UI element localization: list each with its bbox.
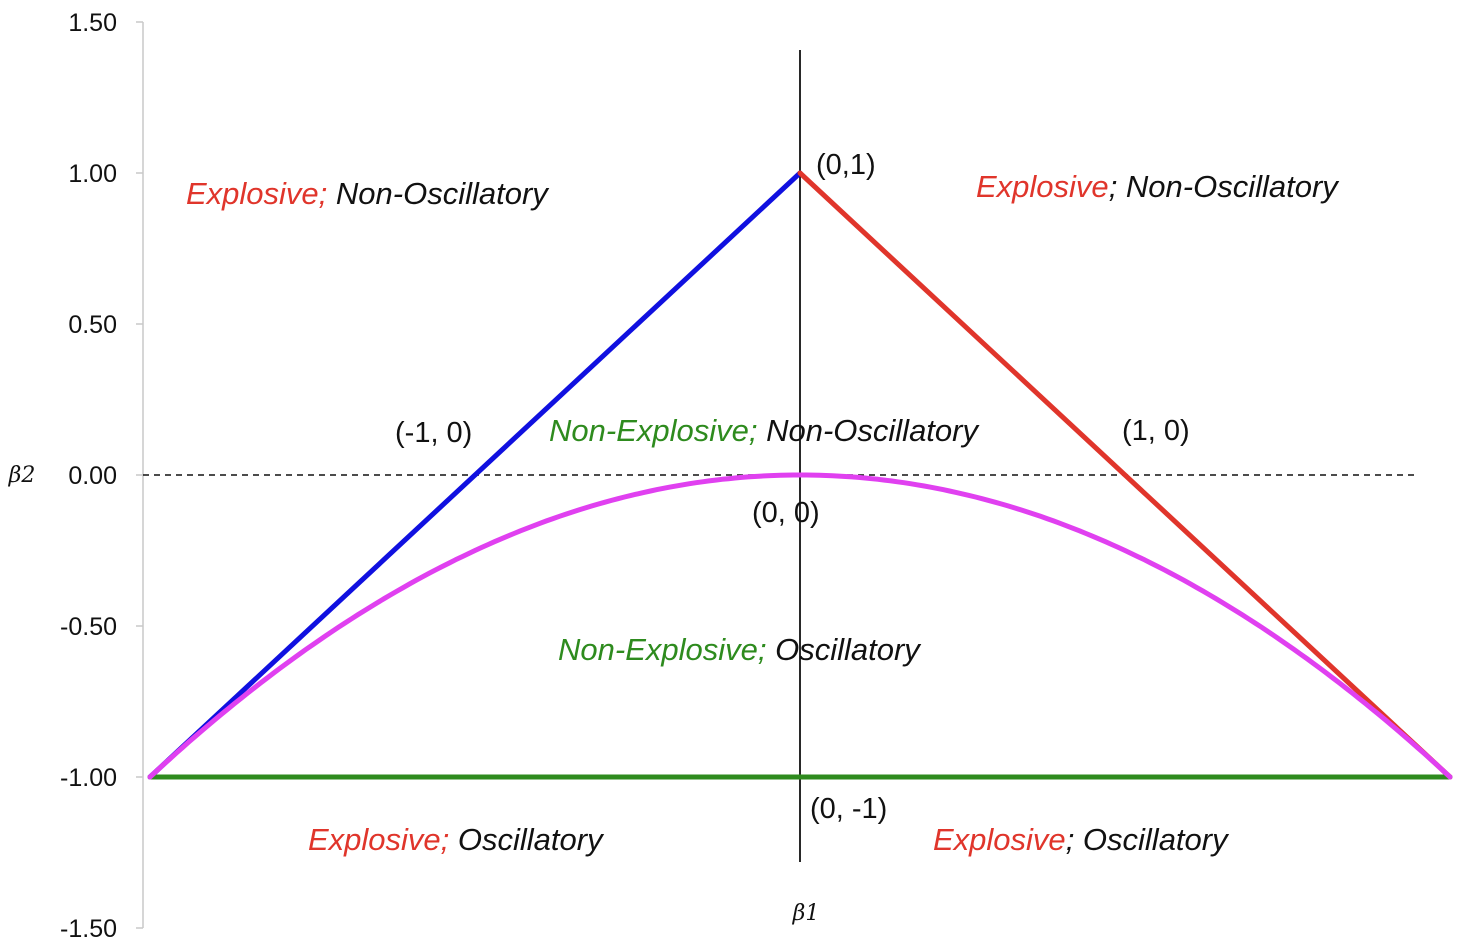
region-label-part1: Explosive — [933, 822, 1066, 857]
region-label: Non-Explosive; Non-Oscillatory — [549, 413, 980, 448]
region-label-part1: Explosive; — [308, 822, 449, 857]
region-label-part1: Explosive — [976, 169, 1109, 204]
region-label-part2: ; Oscillatory — [1066, 822, 1230, 857]
region-label: Non-Explosive; Oscillatory — [558, 632, 922, 667]
y-tick-label: -1.00 — [60, 764, 117, 792]
y-axis-title: β2 — [8, 463, 36, 488]
blue-line — [147, 170, 803, 780]
point-label: (0, 0) — [752, 497, 820, 529]
point-label: (0, -1) — [810, 793, 887, 825]
region-label-part1: Non-Explosive; — [558, 632, 766, 667]
region-label-part1: Non-Explosive; — [549, 413, 757, 448]
region-label: Explosive; Non-Oscillatory — [976, 169, 1340, 204]
y-tick-label: -0.50 — [60, 613, 117, 641]
magenta-parabola — [147, 472, 1453, 780]
region-label: Explosive; Oscillatory — [933, 822, 1230, 857]
region-label-part2: Oscillatory — [449, 822, 605, 857]
x-axis-title: β1 — [792, 901, 820, 926]
region-label: Explosive; Non-Oscillatory — [186, 176, 550, 211]
point-label: (0,1) — [816, 149, 876, 181]
y-tick-label: 0.50 — [68, 311, 117, 339]
y-tick-label: 1.00 — [68, 160, 117, 188]
region-label: Explosive; Oscillatory — [308, 822, 605, 857]
red-line — [797, 170, 1453, 780]
region-label-part2: ; Non-Oscillatory — [1109, 169, 1341, 204]
point-label: (-1, 0) — [395, 417, 472, 449]
y-tick-label: 0.00 — [68, 462, 117, 490]
region-label-part2: Oscillatory — [766, 632, 922, 667]
region-label-part1: Explosive; — [186, 176, 327, 211]
y-tick-label: -1.50 — [60, 915, 117, 943]
y-tick-label: 1.50 — [68, 9, 117, 37]
point-label: (1, 0) — [1122, 415, 1190, 447]
region-label-part2: Non-Oscillatory — [327, 176, 550, 211]
region-label-part2: Non-Oscillatory — [757, 413, 980, 448]
